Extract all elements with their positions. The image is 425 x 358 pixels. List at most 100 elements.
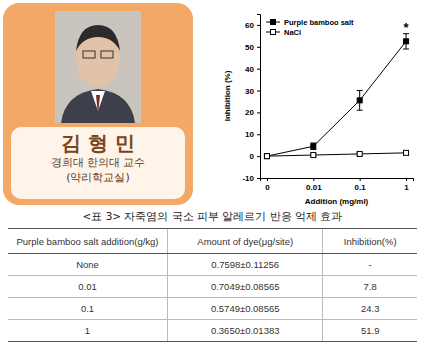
table-row: 0.010.7049±0.085657.8: [8, 276, 417, 298]
suit: [61, 89, 135, 123]
x-tick-mark: [313, 178, 314, 181]
marker: [264, 154, 269, 159]
y-tick-mark: [257, 178, 260, 179]
x-tick-mark: [406, 178, 407, 181]
table-cell: 0.5749±0.08565: [168, 298, 323, 320]
x-tick: 0.01: [306, 178, 322, 192]
error-bar: [357, 91, 363, 111]
x-tick-mark: [267, 178, 268, 181]
y-tick: 10: [245, 130, 260, 139]
header-row: Purple bamboo salt addition(g/kg)Amount …: [8, 229, 417, 254]
profile-affiliation: 경희대 한의대 교수: [11, 155, 185, 170]
table-row: 10.3650±0.0138351.9: [8, 320, 417, 342]
column-header: Amount of dye(μg/site): [168, 229, 323, 254]
y-tick: 30: [245, 87, 260, 96]
y-tick-mark: [257, 134, 260, 135]
y-tick-label: 40: [245, 65, 254, 74]
y-axis: -10 0 10 20 30 40 50 60: [242, 15, 260, 184]
chart-svg: -10 0 10 20 30 40 50 60 0 0.01 0.1 1 Addition (mg/ml…: [198, 0, 423, 208]
table-cell: None: [8, 254, 168, 276]
x-tick-label: 1: [404, 183, 409, 192]
y-tick-mark: [257, 25, 260, 26]
portrait-drawing: [55, 11, 141, 123]
y-tick-mark: [257, 156, 260, 157]
marker: [357, 151, 362, 156]
chart-container: -10 0 10 20 30 40 50 60 0 0.01 0.1 1 Addition (mg/ml…: [198, 0, 423, 212]
y-tick: -10: [242, 174, 260, 183]
x-axis-title: Addition (mg/ml): [305, 197, 369, 206]
table-cell: 0.1: [8, 298, 168, 320]
y-axis-title: Inhibition (%): [223, 70, 232, 121]
marker: [404, 150, 409, 155]
x-axis: 0 0.01 0.1 1: [261, 178, 414, 192]
profile-department: (약리학교실): [11, 170, 185, 185]
legend-label: Purple bamboo salt: [284, 18, 354, 27]
legend-label: NaCl: [284, 28, 301, 37]
table-cell: -: [323, 254, 417, 276]
table-cell: 7.8: [323, 276, 417, 298]
x-tick: 0.1: [355, 178, 367, 192]
annotation: *: [404, 20, 410, 35]
legend-marker: [271, 20, 276, 25]
legend: Purple bamboo saltNaCl: [266, 18, 354, 37]
marker: [404, 39, 409, 44]
table-cell: 24.3: [323, 298, 417, 320]
x-axis-line: [261, 179, 414, 182]
y-tick-label: 60: [245, 21, 254, 30]
x-tick-label: 0.01: [306, 183, 322, 192]
series-line: [267, 41, 406, 156]
y-tick-label: 0: [250, 152, 255, 161]
profile-name: 김 형 민: [11, 131, 185, 155]
plot-area: [264, 34, 409, 159]
marker: [311, 144, 316, 149]
marker: [357, 98, 362, 103]
table-cell: 0.01: [8, 276, 168, 298]
portrait-photo: [55, 11, 141, 123]
error-cap: [357, 90, 363, 91]
y-tick: 0: [250, 152, 260, 161]
table-row: 0.10.5749±0.0856524.3: [8, 298, 417, 320]
error-bar: [403, 34, 409, 49]
table-cell: 51.9: [323, 320, 417, 342]
x-tick: 1: [404, 178, 409, 192]
glasses-left: [83, 51, 95, 58]
glasses-right: [101, 51, 113, 58]
column-header: Inhibition(%): [323, 229, 417, 254]
series-line: [267, 153, 406, 156]
x-tick-label: 0: [265, 183, 270, 192]
y-tick: 40: [245, 65, 260, 74]
marker: [264, 154, 269, 159]
x-tick-label: 0.1: [355, 183, 367, 192]
name-box: 김 형 민 경희대 한의대 교수 (약리학교실): [11, 127, 185, 199]
y-tick-label: 20: [245, 108, 254, 117]
table-cell: 0.7049±0.08565: [168, 276, 323, 298]
y-tick-label: 50: [245, 43, 254, 52]
data-table: Purple bamboo salt addition(g/kg)Amount …: [8, 228, 417, 342]
table-cell: 1: [8, 320, 168, 342]
y-axis-line: [257, 15, 261, 179]
y-tick-label: 30: [245, 87, 254, 96]
error-bar: [310, 143, 316, 150]
table-caption: <표 3> 자죽염의 국소 피부 알레르기 반응 억제 효과: [0, 210, 425, 224]
error-cap: [357, 110, 363, 111]
y-tick-mark: [257, 69, 260, 70]
column-header: Purple bamboo salt addition(g/kg): [8, 229, 168, 254]
y-tick-mark: [257, 112, 260, 113]
y-tick-mark: [257, 91, 260, 92]
table-cell: 0.7598±0.11256: [168, 254, 323, 276]
marker: [311, 153, 316, 158]
table-row: None0.7598±0.11256-: [8, 254, 417, 276]
error-cap: [403, 48, 409, 49]
legend-marker: [271, 30, 276, 35]
y-tick: 50: [245, 43, 260, 52]
y-tick-label: -10: [242, 174, 254, 183]
x-tick-mark: [360, 178, 361, 181]
profile-card: 김 형 민 경희대 한의대 교수 (약리학교실): [3, 3, 193, 205]
x-tick: 0: [265, 178, 270, 192]
hair: [76, 25, 120, 51]
y-tick: 60: [245, 21, 260, 30]
y-tick-mark: [257, 47, 260, 48]
error-bar: [264, 154, 270, 157]
table-cell: 0.3650±0.01383: [168, 320, 323, 342]
y-tick: 20: [245, 108, 260, 117]
